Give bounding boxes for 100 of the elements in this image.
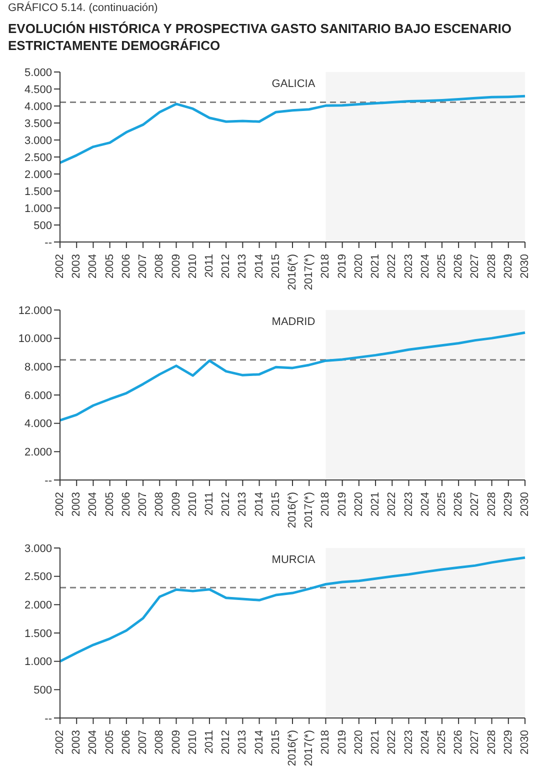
x-tick-label: 2006: [120, 730, 132, 754]
y-tick-label: 8.000: [24, 362, 52, 374]
x-tick-label: 2022: [386, 730, 398, 754]
x-tick-label: 2016(*): [286, 492, 298, 528]
x-tick-label: 2009: [170, 254, 182, 278]
x-tick-label: 2015: [270, 492, 282, 516]
x-tick-label: 2015: [270, 730, 282, 754]
x-tick-label: 2022: [386, 254, 398, 278]
x-tick-label: 2030: [519, 492, 531, 516]
x-tick-label: 2029: [502, 730, 514, 754]
x-tick-label: 2026: [452, 254, 465, 278]
x-tick-label: 2023: [402, 730, 415, 754]
x-tick-label: 2019: [336, 492, 348, 516]
x-tick-label: 2023: [402, 254, 415, 278]
x-tick-label: 2002: [54, 492, 66, 516]
x-tick-label: 2024: [419, 492, 432, 516]
x-tick-label: 2016(*): [286, 730, 298, 766]
x-tick-label: 2028: [486, 492, 498, 516]
x-tick-label: 2023: [402, 492, 415, 516]
x-tick-label: 2020: [352, 254, 365, 278]
y-tick-label: --: [44, 474, 52, 487]
text: MURCIA: [270, 554, 316, 566]
x-tick-label: 2011: [203, 730, 216, 754]
y-tick-label: 3.000: [24, 134, 52, 147]
y-tick-label: 500: [34, 684, 52, 697]
x-tick-label: 2012: [220, 254, 232, 278]
text: GRÁFICO 5.14. (continuación): [8, 2, 159, 14]
x-tick-label: 2020: [352, 492, 365, 516]
x-tick-label: 2017(*): [303, 254, 316, 290]
x-tick-label: 2013: [236, 492, 249, 516]
x-tick-label: 2004: [87, 492, 100, 516]
y-tick-label: 4.000: [24, 418, 52, 430]
y-tick-label: 4.500: [24, 84, 52, 96]
x-tick-label: 2008: [154, 254, 166, 278]
x-tick-label: 2003: [70, 730, 83, 754]
x-tick-label: 2022: [386, 492, 398, 516]
x-tick-label: 2024: [419, 254, 432, 278]
x-tick-label: 2007: [137, 254, 150, 278]
x-tick-label: 2021: [370, 492, 382, 516]
x-tick-label: 2024: [419, 730, 432, 754]
x-tick-label: 2011: [203, 492, 216, 516]
line-series: [58, 556, 526, 663]
x-tick-label: 2007: [137, 492, 150, 516]
y-tick-label: 5.000: [24, 66, 52, 79]
y-tick-label: 2.500: [24, 571, 52, 584]
x-tick-label: 2027: [469, 492, 482, 516]
x-tick-label: 2008: [154, 492, 166, 516]
x-tick-label: 2028: [486, 730, 498, 754]
x-tick-label: 2025: [436, 254, 448, 278]
y-tick-label: --: [44, 712, 52, 725]
x-tick-label: 2005: [104, 730, 116, 754]
x-tick-label: 2030: [519, 730, 531, 754]
x-tick-label: 2030: [519, 254, 531, 278]
x-tick-label: 2018: [320, 254, 332, 278]
x-tick-label: 2010: [186, 492, 199, 516]
x-tick-label: 2019: [336, 254, 348, 278]
x-tick-label: 2026: [452, 492, 465, 516]
x-tick-label: 2010: [186, 730, 199, 754]
x-tick-label: 2014: [253, 730, 266, 754]
x-tick-label: 2002: [54, 254, 66, 278]
x-tick-label: 2010: [186, 254, 199, 278]
x-tick-label: 2011: [203, 254, 216, 278]
x-tick-label: 2028: [486, 254, 498, 278]
x-tick-label: 2017(*): [303, 492, 316, 528]
y-tick-label: 1.500: [24, 628, 52, 640]
x-tick-label: 2008: [154, 730, 166, 754]
x-tick-label: 2020: [352, 730, 365, 754]
x-tick-label: 2002: [54, 730, 66, 754]
y-tick-label: 2.000: [24, 446, 52, 459]
x-tick-label: 2017(*): [303, 730, 316, 766]
x-tick-label: 2003: [70, 492, 83, 516]
x-tick-label: 2006: [120, 492, 132, 516]
x-tick-label: 2019: [336, 730, 348, 754]
x-tick-label: 2009: [170, 730, 182, 754]
y-tick-label: 500: [34, 220, 52, 232]
y-tick-label: 1.000: [24, 656, 52, 668]
x-tick-label: 2013: [236, 254, 249, 278]
x-tick-label: 2012: [220, 730, 232, 754]
y-tick-label: 3.000: [24, 542, 52, 555]
x-tick-label: 2027: [469, 254, 482, 278]
x-tick-label: 2025: [436, 730, 448, 754]
x-tick-label: 2005: [104, 492, 116, 516]
x-tick-label: 2018: [320, 730, 332, 754]
x-tick-label: 2021: [370, 730, 382, 754]
x-tick-label: 2026: [452, 730, 465, 754]
x-tick-label: 2003: [70, 254, 83, 278]
x-tick-label: 2018: [320, 492, 332, 516]
x-tick-label: 2025: [436, 492, 448, 516]
x-tick-label: 2013: [236, 730, 249, 754]
y-tick-label: --: [44, 236, 52, 249]
line-series: [58, 331, 526, 422]
x-tick-label: 2015: [270, 254, 282, 278]
x-tick-label: 2021: [370, 254, 382, 278]
x-tick-label: 2014: [253, 254, 266, 278]
y-tick-label: 1.000: [24, 202, 52, 215]
x-tick-label: 2016(*): [286, 254, 298, 290]
x-tick-label: 2029: [502, 254, 514, 278]
y-tick-label: 10.000: [18, 333, 52, 346]
x-tick-label: 2009: [170, 492, 182, 516]
y-tick-label: 2.000: [24, 168, 52, 181]
